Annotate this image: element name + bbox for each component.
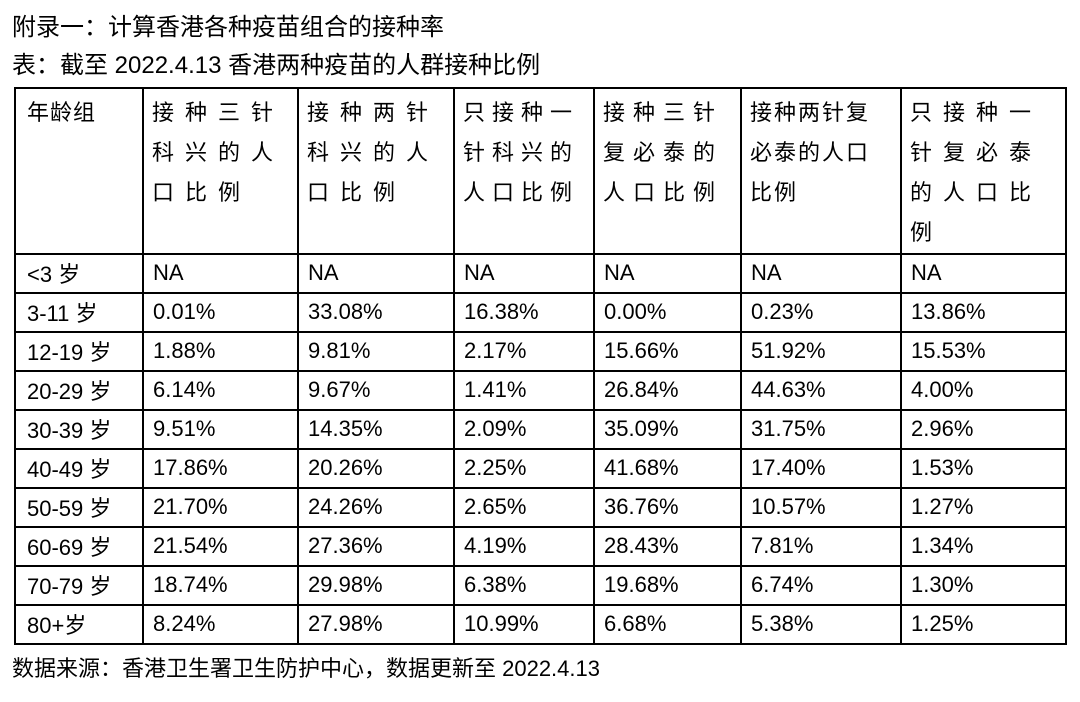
vaccination-rate-table: 年龄组 接种三针 科兴的人 口比例 接种两针 科兴的人 口比例 只接种一 针科兴… xyxy=(14,87,1067,645)
rate-value-cell: 21.70% xyxy=(142,487,299,528)
rate-value-cell: 10.57% xyxy=(740,487,902,528)
table-row: 60-69 岁 21.54% 27.36% 4.19% 28.43% 7.81% 1.34% xyxy=(14,526,1067,567)
rate-value-cell: 2.25% xyxy=(453,448,595,489)
rate-value-cell: 1.30% xyxy=(900,565,1067,606)
age-group-cell: 3-11 岁 xyxy=(14,292,144,333)
rate-value-cell: 0.00% xyxy=(593,292,742,333)
rate-value-cell: 36.76% xyxy=(593,487,742,528)
rate-value-cell: 9.81% xyxy=(297,331,455,372)
rate-value-cell: 9.51% xyxy=(142,409,299,450)
age-group-cell: 30-39 岁 xyxy=(14,409,144,450)
age-group-cell: 70-79 岁 xyxy=(14,565,144,606)
table-row: <3 岁 NA NA NA NA NA NA xyxy=(14,253,1067,294)
rate-value-cell: 15.66% xyxy=(593,331,742,372)
age-group-cell: 60-69 岁 xyxy=(14,526,144,567)
table-row: 70-79 岁 18.74% 29.98% 6.38% 19.68% 6.74% 1.30% xyxy=(14,565,1067,606)
rate-value-cell: 4.00% xyxy=(900,370,1067,411)
header-sinovac-2-doses: 接种两针 科兴的人 口比例 xyxy=(297,87,455,255)
rate-value-cell: 5.38% xyxy=(740,604,902,645)
rate-value-cell: 1.41% xyxy=(453,370,595,411)
rate-value-cell: 6.38% xyxy=(453,565,595,606)
rate-value-cell: 31.75% xyxy=(740,409,902,450)
data-source-note: 数据来源：香港卫生署卫生防护中心，数据更新至 2022.4.13 xyxy=(12,656,600,681)
rate-value-cell: 20.26% xyxy=(297,448,455,489)
rate-value-cell: 24.26% xyxy=(297,487,455,528)
header-biontech-3-doses: 接种三针 复必泰的 人口比例 xyxy=(593,87,742,255)
header-biontech-2-doses: 接种两针复 必泰的人口 比例 xyxy=(740,87,902,255)
rate-value-cell: 2.09% xyxy=(453,409,595,450)
table-header-row: 年龄组 接种三针 科兴的人 口比例 接种两针 科兴的人 口比例 只接种一 针科兴… xyxy=(14,87,1067,255)
rate-value-cell: 8.24% xyxy=(142,604,299,645)
table-row: 80+岁 8.24% 27.98% 10.99% 6.68% 5.38% 1.25% xyxy=(14,604,1067,645)
age-group-cell: 12-19 岁 xyxy=(14,331,144,372)
rate-value-cell: 0.23% xyxy=(740,292,902,333)
rate-value-cell: 6.74% xyxy=(740,565,902,606)
age-group-cell: 40-49 岁 xyxy=(14,448,144,489)
rate-value-cell: 7.81% xyxy=(740,526,902,567)
rate-value-cell: 44.63% xyxy=(740,370,902,411)
rate-value-cell: 9.67% xyxy=(297,370,455,411)
age-group-cell: 80+岁 xyxy=(14,604,144,645)
rate-value-cell: 13.86% xyxy=(900,292,1067,333)
table-row: 30-39 岁 9.51% 14.35% 2.09% 35.09% 31.75% 2.96% xyxy=(14,409,1067,450)
rate-value-cell: 28.43% xyxy=(593,526,742,567)
rate-value-cell: 2.17% xyxy=(453,331,595,372)
rate-value-cell: 1.88% xyxy=(142,331,299,372)
rate-value-cell: 6.14% xyxy=(142,370,299,411)
rate-value-cell: NA xyxy=(297,253,455,294)
rate-value-cell: 6.68% xyxy=(593,604,742,645)
rate-value-cell: 33.08% xyxy=(297,292,455,333)
rate-value-cell: 15.53% xyxy=(900,331,1067,372)
table-row: 40-49 岁 17.86% 20.26% 2.25% 41.68% 17.40% 1.53… xyxy=(14,448,1067,489)
rate-value-cell: 10.99% xyxy=(453,604,595,645)
header-sinovac-3-doses: 接种三针 科兴的人 口比例 xyxy=(142,87,299,255)
rate-value-cell: 41.68% xyxy=(593,448,742,489)
table-row: 12-19 岁 1.88% 9.81% 2.17% 15.66% 51.92% 15.53% xyxy=(14,331,1067,372)
age-group-cell: 20-29 岁 xyxy=(14,370,144,411)
rate-value-cell: 51.92% xyxy=(740,331,902,372)
rate-value-cell: 1.25% xyxy=(900,604,1067,645)
rate-value-cell: 19.68% xyxy=(593,565,742,606)
table-row: 3-11 岁 0.01% 33.08% 16.38% 0.00% 0.23% 13.86% xyxy=(14,292,1067,333)
rate-value-cell: 17.86% xyxy=(142,448,299,489)
table-caption: 表：截至 2022.4.13 香港两种疫苗的人群接种比例 xyxy=(12,52,541,79)
rate-value-cell: 35.09% xyxy=(593,409,742,450)
rate-value-cell: 27.98% xyxy=(297,604,455,645)
rate-value-cell: NA xyxy=(453,253,595,294)
rate-value-cell: 27.36% xyxy=(297,526,455,567)
rate-value-cell: 16.38% xyxy=(453,292,595,333)
table-row: 50-59 岁 21.70% 24.26% 2.65% 36.76% 10.57% 1.27… xyxy=(14,487,1067,528)
rate-value-cell: 26.84% xyxy=(593,370,742,411)
header-sinovac-1-dose-only: 只接种一 针科兴的 人口比例 xyxy=(453,87,595,255)
rate-value-cell: 29.98% xyxy=(297,565,455,606)
rate-value-cell: 1.27% xyxy=(900,487,1067,528)
rate-value-cell: 17.40% xyxy=(740,448,902,489)
rate-value-cell: 14.35% xyxy=(297,409,455,450)
age-group-cell: 50-59 岁 xyxy=(14,487,144,528)
rate-value-cell: NA xyxy=(142,253,299,294)
rate-value-cell: NA xyxy=(900,253,1067,294)
rate-value-cell: NA xyxy=(593,253,742,294)
rate-value-cell: 4.19% xyxy=(453,526,595,567)
header-biontech-1-dose-only: 只接种一 针复必泰 的人口比 例 xyxy=(900,87,1067,255)
rate-value-cell: NA xyxy=(740,253,902,294)
rate-value-cell: 1.53% xyxy=(900,448,1067,489)
rate-value-cell: 0.01% xyxy=(142,292,299,333)
age-group-cell: <3 岁 xyxy=(14,253,144,294)
rate-value-cell: 2.65% xyxy=(453,487,595,528)
rate-value-cell: 2.96% xyxy=(900,409,1067,450)
table-row: 20-29 岁 6.14% 9.67% 1.41% 26.84% 44.63% 4.00% xyxy=(14,370,1067,411)
rate-value-cell: 18.74% xyxy=(142,565,299,606)
rate-value-cell: 1.34% xyxy=(900,526,1067,567)
header-age-group: 年龄组 xyxy=(14,87,144,255)
appendix-title: 附录一：计算香港各种疫苗组合的接种率 xyxy=(12,14,444,41)
rate-value-cell: 21.54% xyxy=(142,526,299,567)
